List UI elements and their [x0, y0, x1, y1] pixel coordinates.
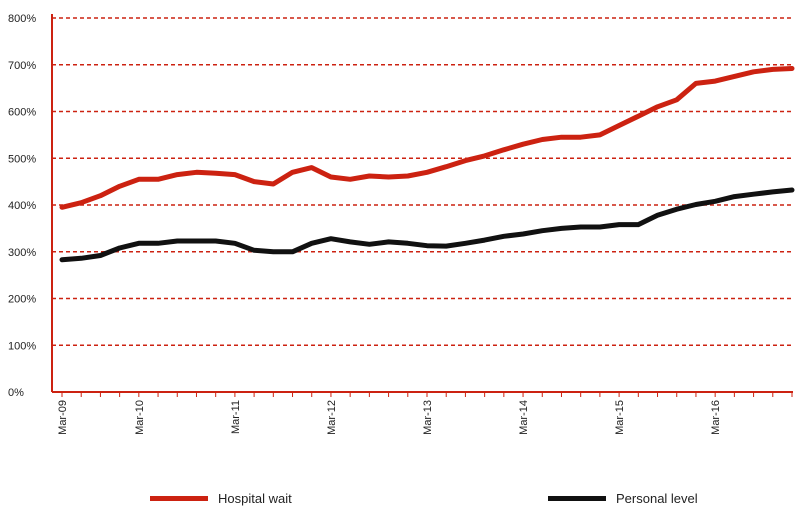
legend: Hospital wait Personal level — [0, 488, 796, 508]
y-tick-label: 100% — [8, 340, 36, 352]
x-tick-labels: Mar-09 Mar-10 Mar-11 Mar-12 Mar-13 Mar-14 Mar-… — [57, 400, 722, 435]
series-line-1 — [59, 66, 795, 210]
legend-label-series-2: Personal level — [616, 490, 698, 506]
y-tick-label: 200% — [8, 294, 36, 306]
legend-item-series-2: Personal level — [548, 488, 698, 508]
x-tick-label: Mar-15 — [614, 400, 626, 435]
x-tick-label: Mar-13 — [422, 400, 434, 435]
x-tick-label: Mar-11 — [230, 400, 242, 434]
y-tick-label: 400% — [8, 200, 36, 212]
x-tick-label: Mar-12 — [326, 400, 338, 435]
y-tick-label: 300% — [8, 247, 36, 259]
gridlines — [52, 17, 793, 346]
axes — [51, 14, 793, 397]
x-tick-label: Mar-14 — [518, 400, 530, 435]
x-tick-label: Mar-10 — [134, 400, 146, 435]
x-tick-label: Mar-09 — [57, 400, 69, 435]
x-tick-label: Mar-16 — [710, 400, 722, 435]
chart-canvas: 0% 100% 200% 300% 400% 500% 600% 700% 800% Mar-0… — [8, 13, 795, 435]
series-line-2 — [59, 187, 795, 263]
y-tick-label: 0% — [8, 387, 24, 399]
legend-swatch-series-1 — [150, 495, 208, 501]
series-lines — [59, 66, 795, 263]
y-tick-label: 800% — [8, 13, 36, 25]
y-tick-labels: 0% 100% 200% 300% 400% 500% 600% 700% 800% — [8, 13, 36, 399]
legend-label-series-1: Hospital wait — [218, 490, 292, 506]
legend-swatch-series-2 — [548, 495, 606, 501]
y-tick-label: 700% — [8, 60, 36, 72]
legend-item-series-1: Hospital wait — [150, 488, 292, 508]
y-tick-label: 600% — [8, 107, 36, 119]
y-tick-label: 500% — [8, 153, 36, 165]
